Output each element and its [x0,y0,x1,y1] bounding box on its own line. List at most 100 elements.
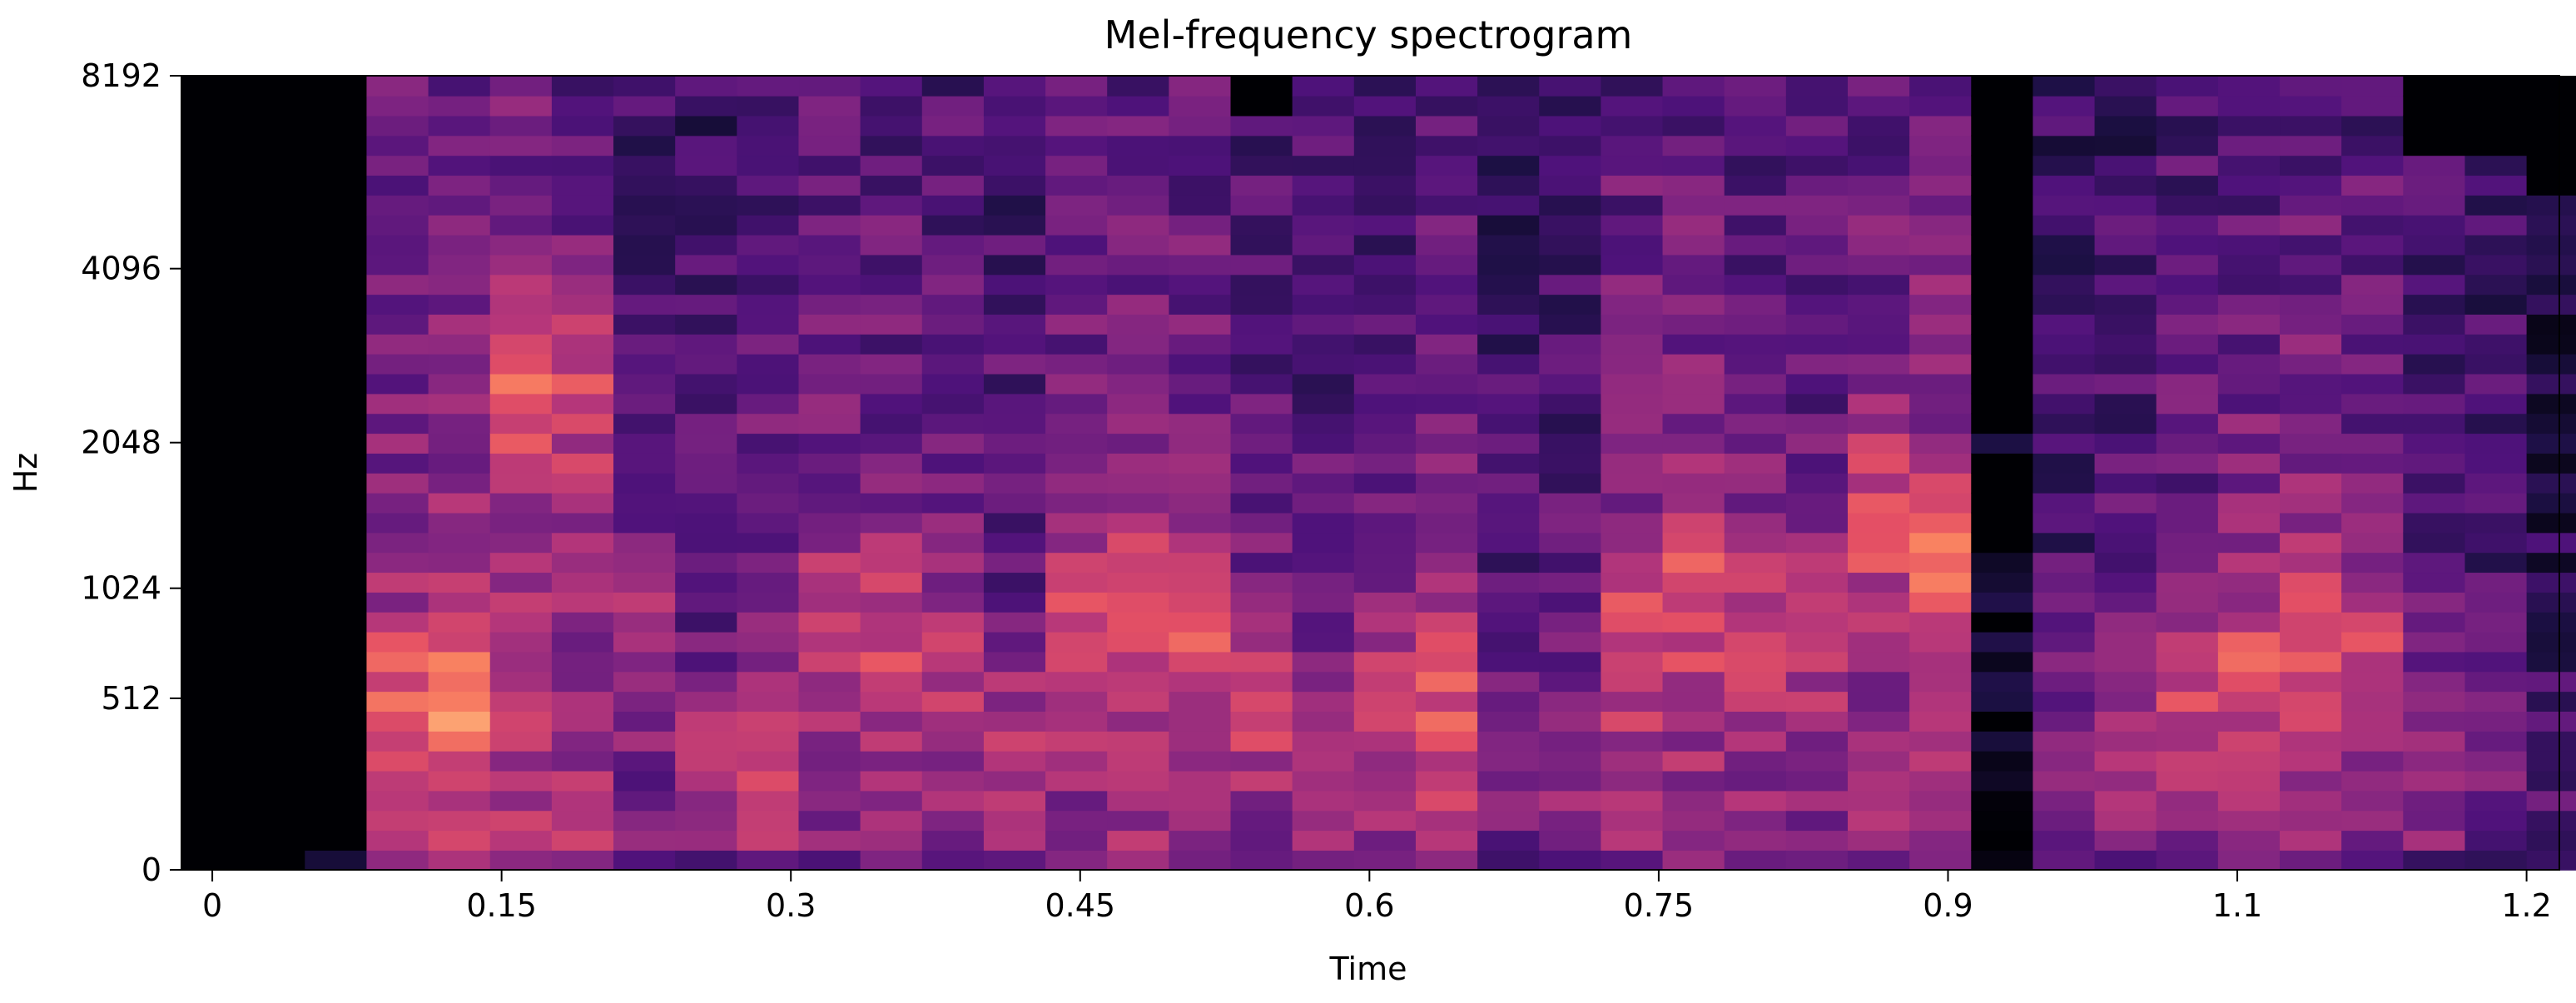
heatmap-cell [2403,830,2466,851]
heatmap-cell [613,453,676,474]
heatmap-cell [1847,691,1910,712]
heatmap-cell [2526,254,2576,276]
heatmap-cell [1971,473,2034,494]
heatmap-cell [551,195,614,216]
heatmap-cell [1601,711,1664,732]
heatmap-cell [1847,433,1910,454]
heatmap-cell [1724,770,1787,792]
heatmap-cell [613,115,676,137]
heatmap-cell [2217,334,2281,355]
heatmap-cell [2156,393,2219,415]
heatmap-cell [2341,552,2405,573]
heatmap-cell [305,611,368,633]
heatmap-cell [860,711,923,732]
heatmap-cell [921,492,985,514]
heatmap-cell [551,631,614,653]
heatmap-cell [2094,750,2157,772]
heatmap-cell [1539,135,1602,156]
heatmap-cell [2217,294,2281,315]
heatmap-cell [2217,592,2281,613]
heatmap-cell [1971,790,2034,812]
heatmap-cell [798,750,861,772]
heatmap-cell [1045,512,1109,534]
heatmap-cell [613,492,676,514]
heatmap-cell [2217,135,2281,156]
heatmap-cell [1601,671,1664,693]
heatmap-cell [1971,393,2034,415]
heatmap-cell [1785,234,1849,256]
heatmap-cell [1107,135,1170,156]
heatmap-cell [613,671,676,693]
heatmap-cell [860,373,923,395]
heatmap-cell [243,234,306,256]
heatmap-cell [2033,155,2096,176]
heatmap-cell [1662,135,1725,156]
heatmap-cell [489,155,553,176]
heatmap-cell [1292,651,1355,673]
heatmap-cell [1662,770,1725,792]
heatmap-cell [737,532,800,554]
heatmap-cell [921,651,985,673]
heatmap-cell [181,611,244,633]
heatmap-cell [2464,631,2528,653]
heatmap-cell [428,393,491,415]
heatmap-cell [2403,611,2466,633]
heatmap-cell [428,492,491,514]
heatmap-cell [675,850,738,871]
heatmap-cell [921,810,985,832]
heatmap-cell [1107,810,1170,832]
heatmap-cell [489,393,553,415]
heatmap-cell [798,453,861,474]
heatmap-cell [305,711,368,732]
heatmap-cell [428,274,491,295]
heatmap-cell [2403,115,2466,137]
heatmap-cell [1292,373,1355,395]
heatmap-cell [983,492,1046,514]
heatmap-cell [1847,373,1910,395]
heatmap-cell [243,830,306,851]
heatmap-cell [181,552,244,573]
heatmap-cell [1539,234,1602,256]
heatmap-cell [2094,790,2157,812]
heatmap-cell [489,651,553,673]
heatmap-cell [1107,195,1170,216]
heatmap-cell [366,572,429,593]
heatmap-cell [2280,731,2342,752]
heatmap-cell [1971,691,2034,712]
heatmap-cell [675,254,738,276]
heatmap-cell [1971,592,2034,613]
heatmap-cell [428,830,491,851]
heatmap-cell [1415,214,1478,236]
heatmap-cell [1169,512,1232,534]
heatmap-cell [428,314,491,335]
heatmap-cell [1601,393,1664,415]
heatmap-cell [2464,592,2528,613]
heatmap-cell [2341,671,2405,693]
heatmap-cell [1169,691,1232,712]
heatmap-cell [1847,651,1910,673]
heatmap-cell [2094,95,2157,117]
heatmap-cell [2217,473,2281,494]
heatmap-cell [2403,790,2466,812]
heatmap-cell [2526,473,2576,494]
heatmap-cell [1353,274,1417,295]
heatmap-cell [613,353,676,375]
heatmap-cell [1724,274,1787,295]
heatmap-cell [2094,850,2157,871]
heatmap-cell [428,135,491,156]
heatmap-cell [181,294,244,315]
heatmap-cell [1909,671,1973,693]
heatmap-cell [551,691,614,712]
heatmap-cell [428,691,491,712]
heatmap-cell [1477,274,1541,295]
heatmap-cell [1169,274,1232,295]
heatmap-cell [1230,76,1293,97]
heatmap-cell [2217,731,2281,752]
heatmap-cell [983,711,1046,732]
heatmap-cell [1045,691,1109,712]
heatmap-cell [613,611,676,633]
heatmap-cell [1169,611,1232,633]
heatmap-cell [1662,254,1725,276]
heatmap-cell [1724,830,1787,851]
heatmap-cell [243,572,306,593]
